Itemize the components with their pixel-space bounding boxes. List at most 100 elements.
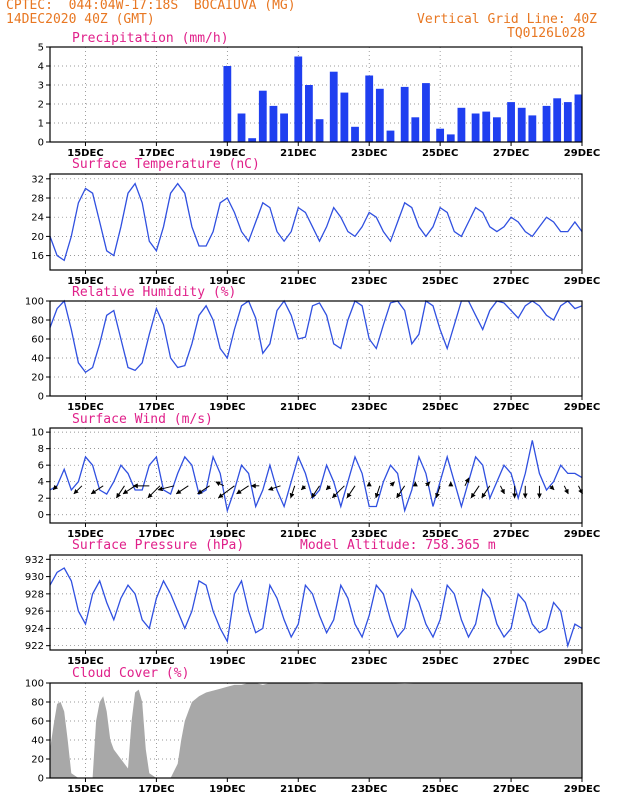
- panel-precip: 0 1 2 3 4 5 15DEC 17DEC 19DEC 21DEC 23DEC 25DEC 27DE…: [38, 31, 601, 159]
- x-tick-label: 15DEC: [67, 529, 103, 540]
- y-tick-label: 924: [25, 624, 44, 635]
- wind-vector: [332, 485, 345, 499]
- x-tick-label: 21DEC: [280, 529, 316, 540]
- y-tick-label: 60: [31, 717, 44, 728]
- x-tick-label: 27DEC: [493, 784, 529, 795]
- wind-vector: [499, 485, 505, 495]
- x-tick-label: 29DEC: [564, 784, 600, 795]
- precip-bar: [280, 113, 288, 142]
- header-station: CPTEC: 044:04W-17:18S BOCAIUVA (MG): [6, 0, 296, 13]
- panel-rh: 0 20 40 60 80 100 15DEC 17DEC 19DEC 21DEC 23DEC 25D…: [25, 285, 600, 413]
- y-tick-label: 8: [38, 444, 44, 455]
- wind-vector: [549, 484, 555, 491]
- precip-bar: [248, 138, 257, 142]
- x-tick-label: 21DEC: [280, 276, 316, 287]
- rh-line: [49, 299, 583, 374]
- wind-vector: [325, 484, 332, 491]
- wind-vector: [236, 485, 249, 495]
- wind-vector: [73, 485, 83, 495]
- panel-title: Surface Wind (m/s): [72, 412, 213, 427]
- x-tick-label: 23DEC: [351, 276, 387, 287]
- wind-vector: [311, 485, 320, 499]
- panel-temp: 16 20 24 28 32 15DEC 17DEC 19DEC 21DEC 23DEC 25DEC…: [31, 157, 600, 287]
- x-tick-label: 25DEC: [422, 784, 458, 795]
- panel-frame: [49, 173, 583, 271]
- wind-vector: [389, 481, 395, 487]
- x-tick-label: 15DEC: [67, 148, 103, 159]
- x-tick-label: 17DEC: [138, 656, 174, 667]
- y-tick-label: 100: [25, 679, 44, 690]
- panel-title: Surface Pressure (hPa): [72, 538, 244, 553]
- x-tick-label: 29DEC: [564, 529, 600, 540]
- x-tick-label: 21DEC: [280, 148, 316, 159]
- wind-vector: [122, 485, 136, 495]
- precip-bar: [386, 130, 395, 142]
- x-tick-label: 17DEC: [138, 402, 174, 413]
- y-tick-label: 930: [25, 572, 44, 583]
- y-tick-label: 20: [31, 232, 44, 243]
- wind-vector: [197, 485, 210, 495]
- y-tick-label: 0: [38, 138, 44, 149]
- x-tick-label: 15DEC: [67, 276, 103, 287]
- x-tick-label: 15DEC: [67, 402, 103, 413]
- wind-vector: [147, 485, 161, 499]
- x-tick-label: 17DEC: [138, 276, 174, 287]
- wind-vector: [435, 485, 441, 499]
- precip-bar: [340, 92, 349, 142]
- y-tick-label: 0: [38, 510, 44, 521]
- precip-bar: [446, 134, 455, 142]
- temp-line: [49, 182, 583, 262]
- y-tick-label: 4: [38, 477, 44, 488]
- header-date: 14DEC2020 40Z (GMT): [6, 12, 155, 27]
- y-tick-label: 10: [31, 428, 44, 439]
- x-tick-label: 27DEC: [493, 276, 529, 287]
- precip-bar: [542, 105, 551, 142]
- y-tick-label: 40: [31, 736, 44, 747]
- x-tick-label: 29DEC: [564, 276, 600, 287]
- x-tick-label: 17DEC: [138, 148, 174, 159]
- wind-vector: [90, 485, 104, 495]
- y-tick-label: 20: [31, 755, 44, 766]
- x-tick-label: 21DEC: [280, 784, 316, 795]
- y-tick-label: 6: [38, 461, 44, 472]
- cloud-area: [50, 683, 582, 778]
- y-tick-label: 0: [38, 392, 44, 403]
- wind-vector: [289, 485, 296, 499]
- x-tick-label: 27DEC: [493, 148, 529, 159]
- wind-vector: [563, 485, 569, 495]
- panel-frame: [49, 300, 583, 397]
- precip-bar: [400, 86, 409, 142]
- x-tick-label: 15DEC: [67, 656, 103, 667]
- panel-title: Precipitation (mm/h): [72, 31, 229, 46]
- header-grid-note: Vertical Grid Line: 40Z: [417, 12, 598, 27]
- precip-bar: [237, 113, 246, 142]
- x-tick-label: 23DEC: [351, 784, 387, 795]
- wind-vector: [218, 485, 235, 499]
- panel-frame: [49, 46, 583, 143]
- y-tick-label: 24: [31, 213, 44, 224]
- precip-bar: [375, 88, 384, 142]
- wind-line: [49, 440, 583, 514]
- y-tick-label: 80: [31, 698, 44, 709]
- y-tick-label: 80: [31, 316, 44, 327]
- wind-vector: [346, 485, 356, 499]
- wind-vector: [301, 484, 307, 491]
- precip-bar: [517, 107, 526, 142]
- panel-cloud: 0 20 40 60 80 100 15DEC 17DEC 19DEC 21DEC 23DEC 25D…: [25, 666, 600, 795]
- x-tick-label: 19DEC: [209, 276, 245, 287]
- wind-vector: [52, 484, 59, 491]
- x-tick-label: 25DEC: [422, 148, 458, 159]
- precip-bar: [315, 119, 324, 142]
- precip-bar: [294, 56, 303, 142]
- wind-vector: [175, 485, 189, 495]
- precip-bar: [436, 128, 445, 142]
- precip-bar: [365, 75, 374, 142]
- y-tick-label: 0: [38, 774, 44, 785]
- y-tick-label: 32: [31, 174, 44, 185]
- x-tick-label: 23DEC: [351, 529, 387, 540]
- panel-title: Surface Temperature (nC): [72, 157, 260, 172]
- precip-bar: [258, 90, 267, 142]
- wind-vector: [481, 485, 491, 499]
- panel-pressure: 922 924 926 928 930 932 15DEC 17DEC 19DEC 21DEC 23…: [25, 538, 600, 667]
- x-tick-label: 25DEC: [422, 529, 458, 540]
